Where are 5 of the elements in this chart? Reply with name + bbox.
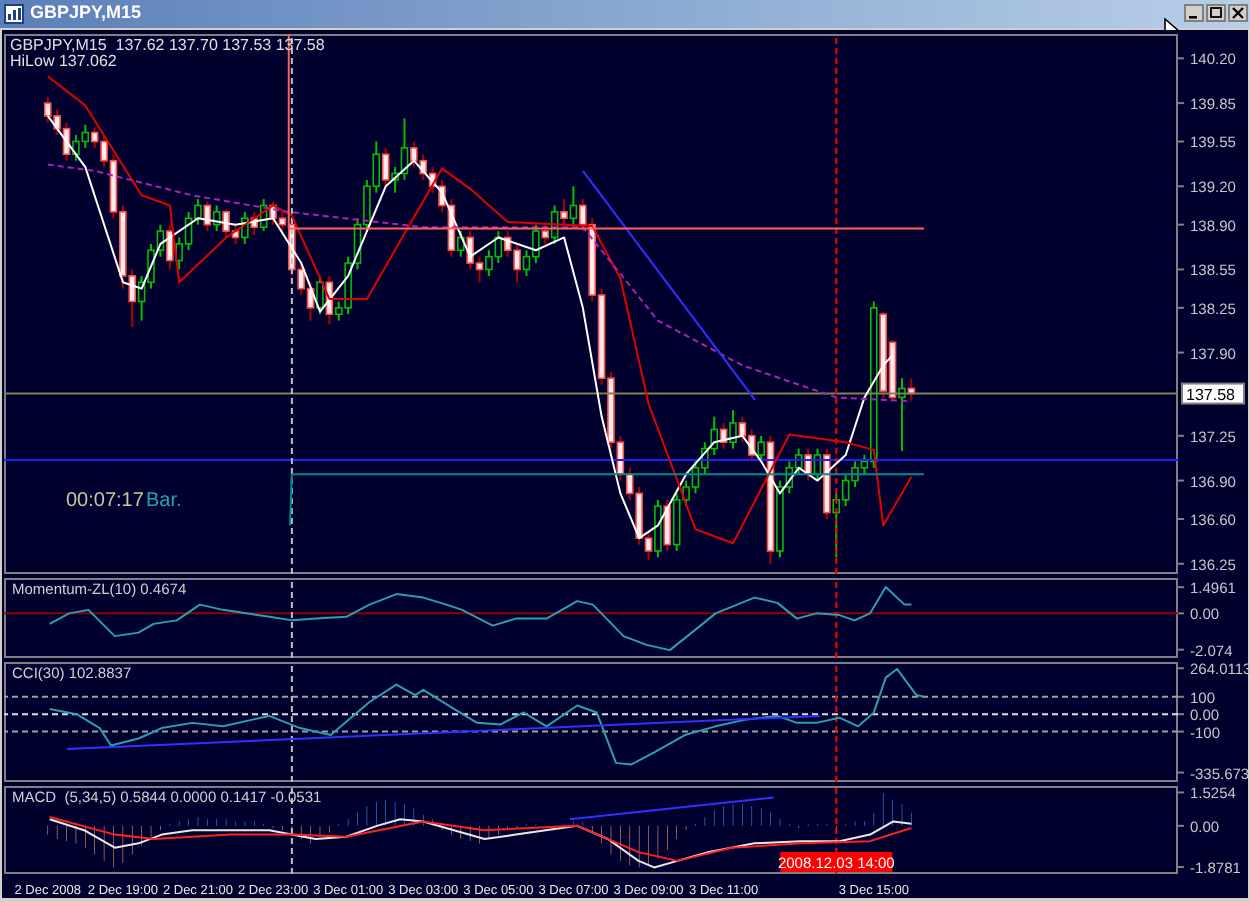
annotation: Bar. (146, 490, 182, 512)
annotation: 00:07:17 (66, 490, 144, 512)
ref-line-label: 137.58 (1186, 385, 1237, 404)
chart-title: GBPJPY,M15 (30, 2, 142, 22)
annotation: HiLow 137.062 (10, 52, 117, 70)
